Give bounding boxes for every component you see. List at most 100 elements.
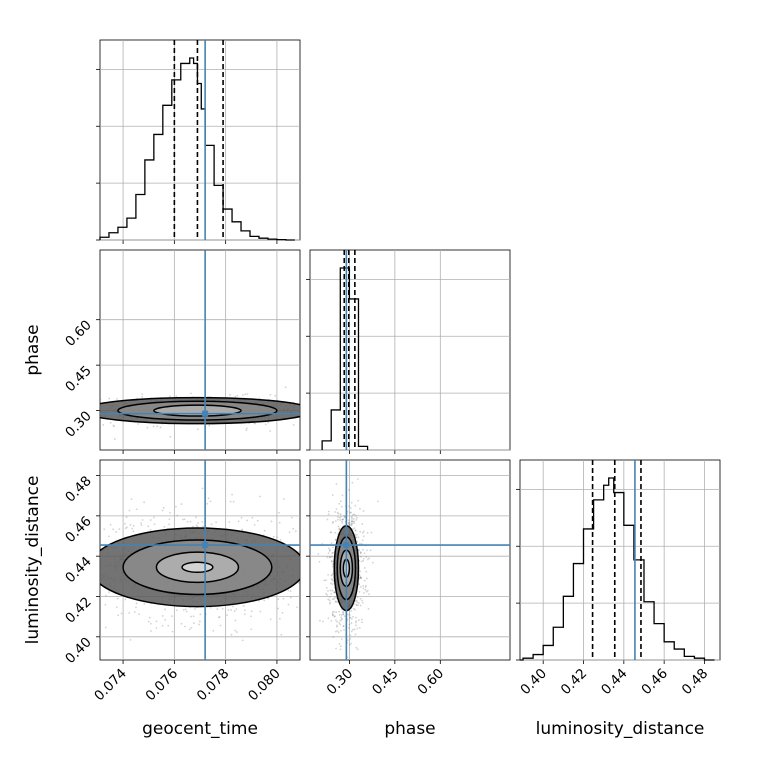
sample-point [352,513,354,516]
sample-point [331,579,334,582]
sample-point [245,429,248,432]
sample-point [349,616,351,619]
sample-point [161,615,164,617]
sample-point [326,594,328,596]
sample-point [354,633,357,636]
sample-point [342,625,345,628]
x-axis-label-geocent-time: geocent_time [142,719,258,739]
sample-point [342,613,345,615]
sample-point [244,609,246,612]
sample-point [355,621,357,624]
sample-point [218,616,221,618]
sample-point [236,631,238,634]
sample-point [339,623,342,626]
sample-point [348,523,351,526]
sample-point [349,637,352,640]
sample-point [369,549,372,552]
sample-point [65,403,67,405]
sample-point [366,558,369,561]
scatter-panel-phase-vs-luminosity_distance: 0.30 0.45 0.60 [306,459,511,699]
sample-point [109,523,112,526]
sample-point [135,606,137,609]
sample-point [267,597,269,600]
sample-point [124,522,126,525]
sample-point [331,555,333,558]
sample-point [88,410,90,412]
x-tick-label: 0.48 [679,666,712,699]
sample-point [360,618,363,621]
sample-point [184,608,187,611]
sample-point [184,625,186,628]
sample-point [358,583,361,586]
sample-point [326,556,329,559]
sample-point [338,622,341,624]
sample-point [349,616,352,619]
sample-point [364,567,366,569]
sample-point [274,394,277,397]
sample-point [353,513,356,516]
sample-point [358,626,361,629]
sample-point [149,528,152,531]
sample-point [333,591,336,594]
sample-point [355,516,358,519]
x-tick-label: 0.080 [245,666,284,705]
sample-point [361,601,364,604]
sample-point [97,403,99,405]
sample-point [117,614,120,617]
sample-point [347,613,349,616]
sample-point [129,638,132,641]
sample-point [196,428,199,431]
sample-point [338,613,341,616]
sample-point [361,523,364,525]
sample-point [201,520,204,523]
y-tick-label: 0.30 [62,408,95,441]
sample-point [267,421,270,424]
sample-point [340,505,343,508]
sample-point [368,557,371,560]
sample-point [236,394,239,397]
sample-point [116,397,118,400]
sample-point [356,648,359,651]
sample-point [336,518,339,521]
sample-point [193,622,195,624]
sample-point [66,416,68,418]
x-tick-label: 0.076 [143,666,182,705]
sample-point [358,590,361,593]
sample-point [330,531,332,534]
sample-point [62,409,64,411]
panel-border [519,459,721,661]
sample-point [348,521,351,524]
sample-point [242,605,245,608]
sample-point [170,615,173,618]
sample-point [338,610,341,613]
sample-point [367,607,370,610]
sample-point [360,560,363,563]
sample-point [337,515,339,518]
sample-point [355,603,358,606]
sample-point [276,536,278,539]
sample-point [329,582,332,585]
sample-point [244,393,247,396]
sample-point [80,632,82,634]
sample-point [201,487,204,490]
sample-point [338,528,341,531]
sample-point [228,521,231,523]
panel-content [62,250,300,450]
sample-point [334,539,337,541]
sample-point [124,598,127,601]
sample-point [334,600,337,603]
sample-point [361,599,364,602]
sample-point [67,565,69,567]
x-tick-label: 0.30 [324,666,357,699]
sample-point [318,560,321,563]
sample-point [336,625,338,628]
sample-point [332,551,335,554]
sample-point [198,623,201,626]
sample-point [361,531,364,534]
sample-point [169,511,171,514]
sample-point [57,564,59,566]
sample-point [334,591,336,594]
sample-point [278,511,280,514]
sample-point [125,516,128,519]
sample-point [357,478,359,480]
